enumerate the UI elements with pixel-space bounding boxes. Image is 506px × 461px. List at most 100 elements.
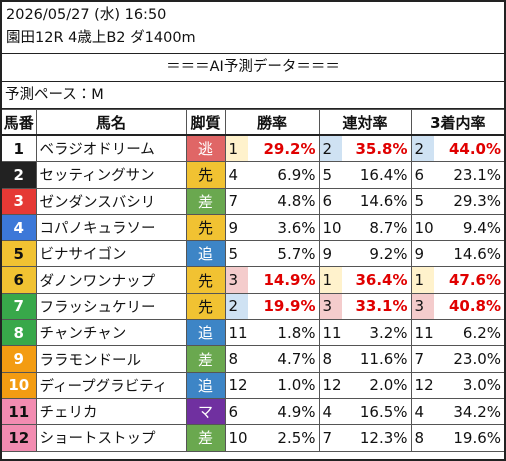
- rate: 6.2%: [434, 319, 505, 347]
- rate: 6.9%: [248, 161, 320, 189]
- column-header: 連対率: [318, 109, 412, 136]
- running-style: 先: [185, 161, 226, 189]
- rank: 10: [318, 213, 343, 242]
- rank: 5: [224, 240, 248, 268]
- rate: 34.2%: [434, 397, 505, 426]
- horse-number: 9: [2, 345, 37, 373]
- rate: 3.0%: [434, 371, 505, 399]
- prediction-table: 馬番 馬名 脚質 勝率 連対率 3着内率 1 ベラジオドリーム逃 1 29.2% 2 35…: [2, 109, 505, 452]
- rate: 33.1%: [342, 292, 412, 321]
- column-header: 馬番: [2, 109, 37, 136]
- horse-name: コパノキュラソー: [35, 213, 187, 242]
- horse-number: 11: [2, 397, 37, 426]
- horse-number: 12: [2, 424, 37, 452]
- horse-name: フラッシュケリー: [35, 292, 187, 321]
- horse-row: 7 フラッシュケリー先 2 19.9% 3 33.1% 3 40.8%: [2, 292, 505, 321]
- horse-number: 5: [2, 240, 37, 268]
- horse-row: 11 チェリカマ 6 4.9% 4 16.5% 4 34.2%: [2, 397, 505, 426]
- horse-name: ゼンダンスバシリ: [35, 187, 187, 215]
- running-style: 逃: [185, 134, 226, 163]
- rank: 7: [224, 187, 248, 215]
- rate: 16.5%: [342, 397, 412, 426]
- running-style: 先: [185, 266, 226, 294]
- running-style: マ: [185, 397, 226, 426]
- rate: 14.6%: [434, 240, 505, 268]
- rate: 19.6%: [434, 424, 505, 452]
- rate: 19.9%: [248, 292, 320, 321]
- rank: 9: [318, 240, 343, 268]
- rate: 8.7%: [342, 213, 412, 242]
- horse-row: 8 チャンチャン追 11 1.8% 11 3.2% 11 6.2%: [2, 319, 505, 347]
- running-style: 先: [185, 292, 226, 321]
- column-header: 3着内率: [410, 109, 505, 136]
- horse-name: ダノンワンナップ: [35, 266, 187, 294]
- rate: 35.8%: [342, 134, 412, 163]
- rank: 6: [224, 397, 248, 426]
- running-style: 先: [185, 213, 226, 242]
- rate: 36.4%: [342, 266, 412, 294]
- race-header: 2026/05/27 (水) 16:50 園田12R 4歳上B2 ダ1400m: [2, 2, 504, 54]
- rank: 4: [318, 397, 343, 426]
- rate: 9.2%: [342, 240, 412, 268]
- horse-row: 3 ゼンダンスバシリ差 7 4.8% 6 14.6% 5 29.3%: [2, 187, 505, 215]
- rank: 6: [410, 161, 435, 189]
- horse-row: 5 ビナサイゴン追 5 5.7% 9 9.2% 9 14.6%: [2, 240, 505, 268]
- rank: 5: [318, 161, 343, 189]
- running-style: 追: [185, 319, 226, 347]
- rate: 44.0%: [434, 134, 505, 163]
- horse-row: 12 ショートストップ差 10 2.5% 7 12.3% 8 19.6%: [2, 424, 505, 452]
- rank: 8: [410, 424, 435, 452]
- rank: 2: [224, 292, 248, 321]
- horse-row: 1 ベラジオドリーム逃 1 29.2% 2 35.8% 2 44.0%: [2, 134, 505, 163]
- horse-number: 1: [2, 134, 37, 163]
- rate: 23.1%: [434, 161, 505, 189]
- rate: 14.9%: [248, 266, 320, 294]
- horse-row: 9 ララモンドール差 8 4.7% 8 11.6% 7 23.0%: [2, 345, 505, 373]
- rank: 4: [410, 397, 435, 426]
- rate: 16.4%: [342, 161, 412, 189]
- horse-name: チェリカ: [35, 397, 187, 426]
- rank: 2: [410, 134, 435, 163]
- rate: 4.7%: [248, 345, 320, 373]
- rate: 29.3%: [434, 187, 505, 215]
- running-style: 追: [185, 240, 226, 268]
- horse-name: ベラジオドリーム: [35, 134, 187, 163]
- horse-row: 10 ディープグラビティ追 12 1.0% 12 2.0% 12 3.0%: [2, 371, 505, 399]
- horse-number: 2: [2, 161, 37, 189]
- race-info: 園田12R 4歳上B2 ダ1400m: [6, 30, 196, 46]
- horse-number: 7: [2, 292, 37, 321]
- horse-number: 8: [2, 319, 37, 347]
- table-body: 1 ベラジオドリーム逃 1 29.2% 2 35.8% 2 44.0% 2 セッティングサン先 4 6…: [2, 134, 505, 452]
- rank: 9: [224, 213, 248, 242]
- rank: 12: [224, 371, 248, 399]
- rate: 40.8%: [434, 292, 505, 321]
- rank: 10: [410, 213, 435, 242]
- pace: 予測ペース：M: [2, 82, 504, 109]
- rank: 7: [318, 424, 343, 452]
- rank: 8: [318, 345, 343, 373]
- running-style: 差: [185, 345, 226, 373]
- rank: 11: [410, 319, 435, 347]
- rate: 3.2%: [342, 319, 412, 347]
- rate: 5.7%: [248, 240, 320, 268]
- horse-number: 10: [2, 371, 37, 399]
- rank: 9: [410, 240, 435, 268]
- horse-name: チャンチャン: [35, 319, 187, 347]
- horse-name: ララモンドール: [35, 345, 187, 373]
- horse-row: 2 セッティングサン先 4 6.9% 5 16.4% 6 23.1%: [2, 161, 505, 189]
- horse-name: ディープグラビティ: [35, 371, 187, 399]
- rank: 1: [410, 266, 435, 294]
- rate: 4.9%: [248, 397, 320, 426]
- horse-row: 4 コパノキュラソー先 9 3.6% 10 8.7% 10 9.4%: [2, 213, 505, 242]
- banner: ＝＝＝AI予測データ＝＝＝: [2, 54, 504, 82]
- column-header: 馬名: [35, 109, 187, 136]
- rank: 6: [318, 187, 343, 215]
- rate: 23.0%: [434, 345, 505, 373]
- rate: 1.8%: [248, 319, 320, 347]
- rank: 10: [224, 424, 248, 452]
- rate: 2.0%: [342, 371, 412, 399]
- rank: 1: [318, 266, 343, 294]
- rank: 8: [224, 345, 248, 373]
- rank: 1: [224, 134, 248, 163]
- rank: 7: [410, 345, 435, 373]
